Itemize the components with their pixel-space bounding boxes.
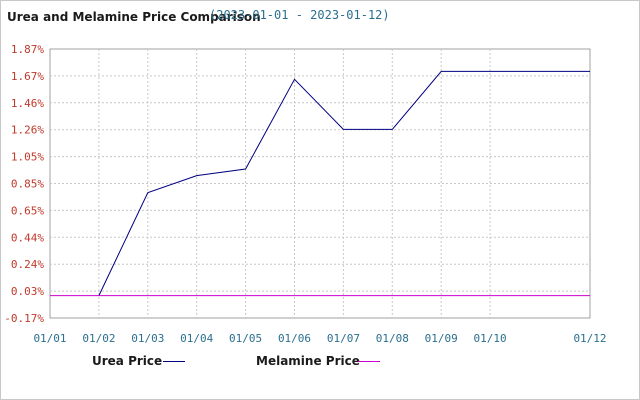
- x-tick-label: 01/05: [229, 332, 262, 345]
- chart-title: Urea and Melamine Price Comparison: [7, 10, 261, 24]
- x-tick-label: 01/08: [376, 332, 409, 345]
- x-tick-label: 01/03: [131, 332, 164, 345]
- y-tick-label: 0.03%: [11, 285, 44, 298]
- legend-label-urea: Urea Price: [92, 354, 163, 368]
- y-tick-label: 1.46%: [11, 97, 44, 110]
- x-tick-label: 01/04: [180, 332, 213, 345]
- x-tick-label: 01/10: [474, 332, 507, 345]
- x-tick-label: 01/06: [278, 332, 311, 345]
- x-tick-label: 01/09: [425, 332, 458, 345]
- legend-label-melamine: Melamine Price: [256, 354, 360, 368]
- y-tick-label: 0.65%: [11, 204, 44, 217]
- x-tick-label: 01/07: [327, 332, 360, 345]
- y-tick-label: 1.87%: [11, 43, 44, 56]
- y-tick-label: -0.17%: [4, 312, 44, 325]
- y-tick-label: 1.05%: [11, 151, 44, 164]
- x-tick-label: 01/02: [82, 332, 115, 345]
- y-tick-label: 0.85%: [11, 178, 44, 191]
- y-tick-label: 0.24%: [11, 258, 44, 271]
- x-tick-label: 01/01: [33, 332, 66, 345]
- y-tick-label: 0.44%: [11, 231, 44, 244]
- x-tick-label: 01/12: [573, 332, 606, 345]
- chart-subtitle: (2023-01-01 - 2023-01-12): [209, 8, 390, 22]
- legend-swatch-urea: [163, 361, 185, 362]
- y-tick-label: 1.67%: [11, 70, 44, 83]
- series-line-urea: [98, 70, 590, 296]
- y-tick-label: 1.26%: [11, 124, 44, 137]
- legend-swatch-melamine: [358, 361, 380, 362]
